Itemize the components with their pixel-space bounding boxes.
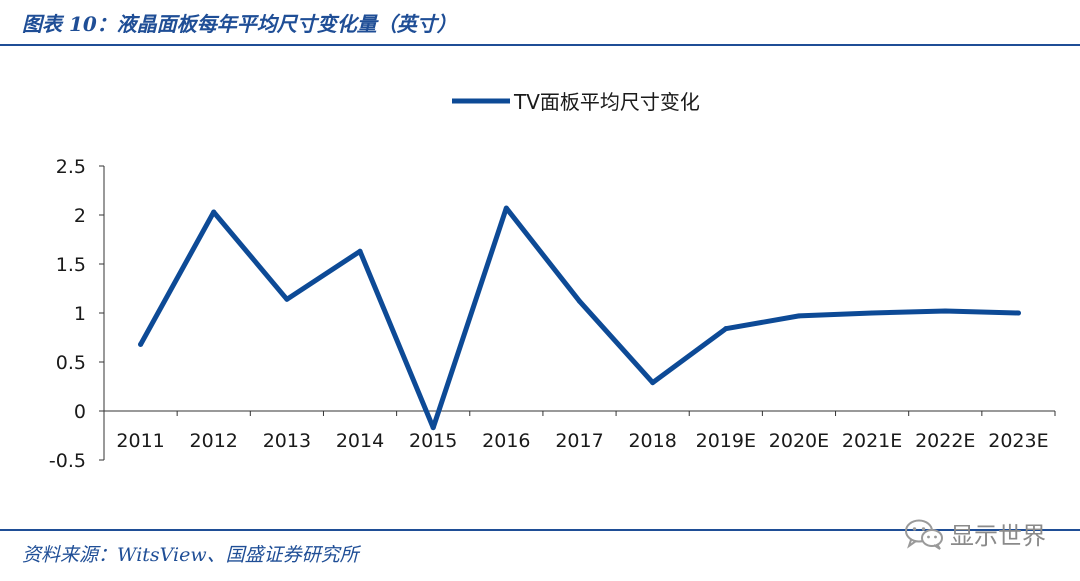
bottom-divider [0, 529, 1080, 531]
data-point [357, 248, 363, 254]
legend-label: TV面板平均尺寸变化 [513, 90, 700, 114]
figure-title: 图表 10：液晶面板每年平均尺寸变化量（英寸） [22, 12, 457, 36]
y-tick-label: 0.5 [56, 352, 86, 374]
x-tick-label: 2017 [555, 430, 603, 452]
y-axis: -0.5 0 0.5 1 1.5 2 2.5 [49, 156, 105, 472]
y-tick-label: 1.5 [56, 254, 86, 276]
data-point [869, 310, 875, 316]
data-point [577, 298, 582, 304]
data-point [796, 313, 802, 319]
watermark: 显示世界 [904, 516, 1046, 551]
x-tick-label: 2020E [769, 430, 829, 452]
y-tick-label: 0 [74, 401, 86, 423]
watermark-text: 显示世界 [950, 522, 1046, 550]
y-tick-label: -0.5 [49, 450, 86, 472]
wechat-icon [905, 519, 943, 550]
x-tick-label: 2018 [628, 430, 676, 452]
x-tick-label: 2021E [842, 430, 902, 452]
x-tick-label: 2015 [409, 430, 457, 452]
data-point [211, 209, 217, 215]
x-tick-label: 2016 [482, 430, 530, 452]
data-point [138, 341, 144, 347]
x-tick-label: 2019E [696, 430, 756, 452]
data-point [430, 425, 436, 431]
series-line [138, 205, 1021, 431]
x-tick-label: 2023E [988, 430, 1048, 452]
top-divider [0, 44, 1080, 46]
data-point [284, 296, 290, 302]
data-point [503, 205, 509, 211]
figure-source: 资料来源：WitsView、国盛证券研究所 [22, 544, 359, 566]
x-tick-label: 2012 [190, 430, 238, 452]
x-tick-label: 2011 [116, 430, 164, 452]
data-point [942, 308, 948, 314]
x-axis: 2011 2012 2013 2014 2015 2016 2017 2018 2019E 202… [103, 410, 1056, 452]
x-tick-label: 2013 [263, 430, 311, 452]
chart-legend: TV面板平均尺寸变化 [452, 90, 700, 114]
data-point [1015, 310, 1021, 316]
x-tick-label: 2022E [915, 430, 975, 452]
data-point [650, 380, 656, 386]
y-tick-label: 1 [74, 303, 86, 325]
x-tick-label: 2014 [336, 430, 384, 452]
plot-area [138, 205, 1021, 431]
y-tick-label: 2.5 [56, 156, 86, 178]
y-tick-label: 2 [74, 205, 86, 227]
data-point [723, 326, 729, 332]
line-chart: TV面板平均尺寸变化 -0.5 0 0.5 1 1.5 2 2.5 2011 2012 2013… [49, 90, 1056, 472]
